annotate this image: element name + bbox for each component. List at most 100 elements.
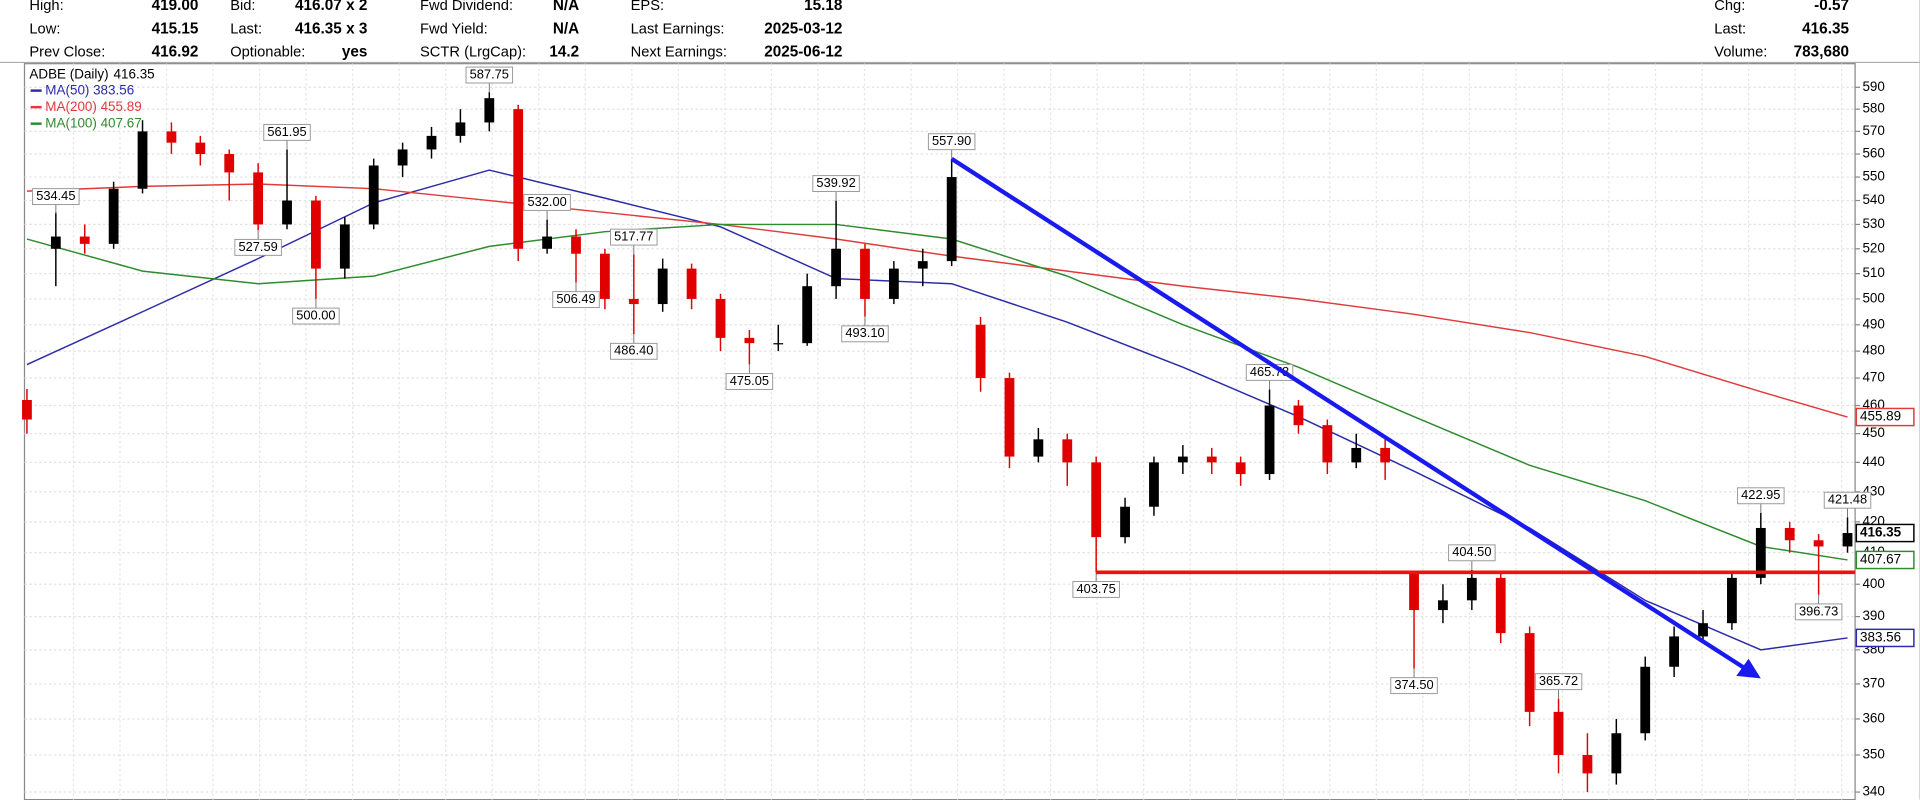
header-value: 415.15 — [152, 20, 199, 37]
annotation-box — [927, 133, 976, 151]
annotation-box — [1072, 581, 1120, 598]
legend-name: MA(200) — [45, 99, 97, 114]
candle-body — [339, 224, 350, 269]
legend-name: MA(100) — [45, 115, 97, 130]
candle-body — [628, 298, 639, 305]
legend-name: MA(50) — [45, 82, 89, 97]
header-label: Prev Close: — [29, 45, 105, 61]
annotation-label: 475.05 — [730, 373, 769, 388]
y-tick-label: 390 — [1862, 608, 1884, 623]
annotation-box — [234, 238, 282, 256]
candle-body — [166, 131, 177, 143]
y-tick-label: 370 — [1862, 675, 1884, 690]
y-tick-label: 350 — [1862, 747, 1884, 762]
annotation-label: 486.40 — [614, 343, 653, 358]
candle-body — [1727, 577, 1737, 624]
y-tick-label: 440 — [1862, 454, 1884, 469]
y-tick-label: 480 — [1862, 343, 1884, 358]
y-tick-label: 450 — [1862, 425, 1884, 440]
candle-body — [311, 200, 321, 269]
candle-body — [1091, 462, 1102, 538]
header-label: Optionable: — [230, 45, 305, 61]
header-value: 15.18 — [804, 0, 843, 14]
candle-body — [715, 298, 726, 338]
header-value: 2025-03-12 — [764, 20, 842, 37]
candle-body — [1669, 636, 1680, 667]
candle-body — [1582, 754, 1593, 774]
legend-entry: MA(100) 407.67 — [45, 115, 141, 130]
candle-body — [1149, 462, 1159, 507]
price-tag — [1855, 523, 1915, 543]
annotation-box — [1823, 491, 1872, 509]
annotation-box — [552, 291, 600, 309]
annotation-box — [465, 66, 514, 84]
header-label: Last: — [230, 21, 262, 37]
candle-body — [1351, 447, 1362, 463]
header-label: Volume: — [1714, 45, 1767, 61]
candle-body — [282, 200, 292, 225]
candle-body — [946, 177, 957, 262]
header-value: 416.35 x 3 — [295, 20, 367, 37]
header-value: 416.35 — [1802, 20, 1849, 37]
candle-body — [108, 188, 119, 244]
y-tick-label: 510 — [1862, 265, 1884, 280]
trend-arrow — [1736, 658, 1761, 679]
annotation-box — [1737, 487, 1785, 505]
annotation-label: 561.95 — [267, 124, 306, 139]
annotation-box — [1390, 677, 1438, 695]
y-tick-label: 470 — [1862, 370, 1884, 385]
y-tick-label: 360 — [1862, 711, 1884, 726]
candle-body — [773, 343, 784, 345]
annotation-box — [812, 175, 860, 193]
annotation-label: 422.95 — [1741, 487, 1780, 502]
price-tag — [1855, 407, 1915, 427]
annotation-box — [610, 342, 658, 360]
header-value: 783,680 — [1794, 44, 1849, 61]
y-tick-label: 570 — [1862, 123, 1884, 138]
y-tick-label: 530 — [1862, 216, 1884, 231]
legend-value: 407.67 — [101, 115, 142, 130]
candle-body — [224, 154, 235, 173]
candle-body — [686, 268, 697, 299]
annotation-box — [263, 123, 311, 141]
annotation-label: 527.59 — [238, 239, 277, 254]
candle-body — [1177, 456, 1188, 463]
legend-value: 455.89 — [101, 99, 142, 114]
candle-body — [1033, 439, 1044, 457]
candle-body — [888, 268, 899, 299]
candle-body — [1235, 462, 1246, 475]
annotation-label: 365.72 — [1539, 673, 1578, 688]
price-tag — [1855, 550, 1915, 570]
y-tick-label: 590 — [1862, 79, 1884, 94]
price-tag-label: 455.89 — [1860, 409, 1901, 424]
annotation-box — [1448, 544, 1496, 562]
candle-body — [657, 268, 668, 305]
annotation-label: 404.50 — [1452, 544, 1491, 559]
annotation-box — [32, 188, 80, 206]
y-tick-label: 540 — [1862, 192, 1884, 207]
header-value: -0.57 — [1814, 0, 1849, 14]
annotation-box — [1534, 673, 1583, 691]
candle-body — [1698, 623, 1708, 637]
header-value: 416.92 — [152, 44, 199, 61]
candle-body — [802, 286, 813, 344]
trend-line — [950, 157, 1753, 675]
candle-body — [1264, 405, 1275, 475]
candle-body — [831, 248, 841, 287]
candle-body — [455, 122, 466, 136]
candle-body — [975, 324, 986, 379]
candle-body — [1813, 540, 1824, 547]
candle-body — [1755, 527, 1766, 578]
candle-body — [397, 149, 408, 166]
y-tick-label: 400 — [1862, 576, 1884, 591]
header-label: Last: — [1714, 21, 1746, 37]
candle-body — [1293, 405, 1304, 426]
price-tag-label: 416.35 — [1860, 525, 1902, 540]
legend-title-text: ADBE (Daily) — [29, 66, 108, 81]
candle-body — [1206, 456, 1217, 463]
candle-body — [1380, 447, 1391, 463]
annotation-label: 403.75 — [1077, 581, 1116, 596]
annotation-label: 493.10 — [845, 325, 884, 340]
header-label: EPS: — [631, 0, 664, 14]
